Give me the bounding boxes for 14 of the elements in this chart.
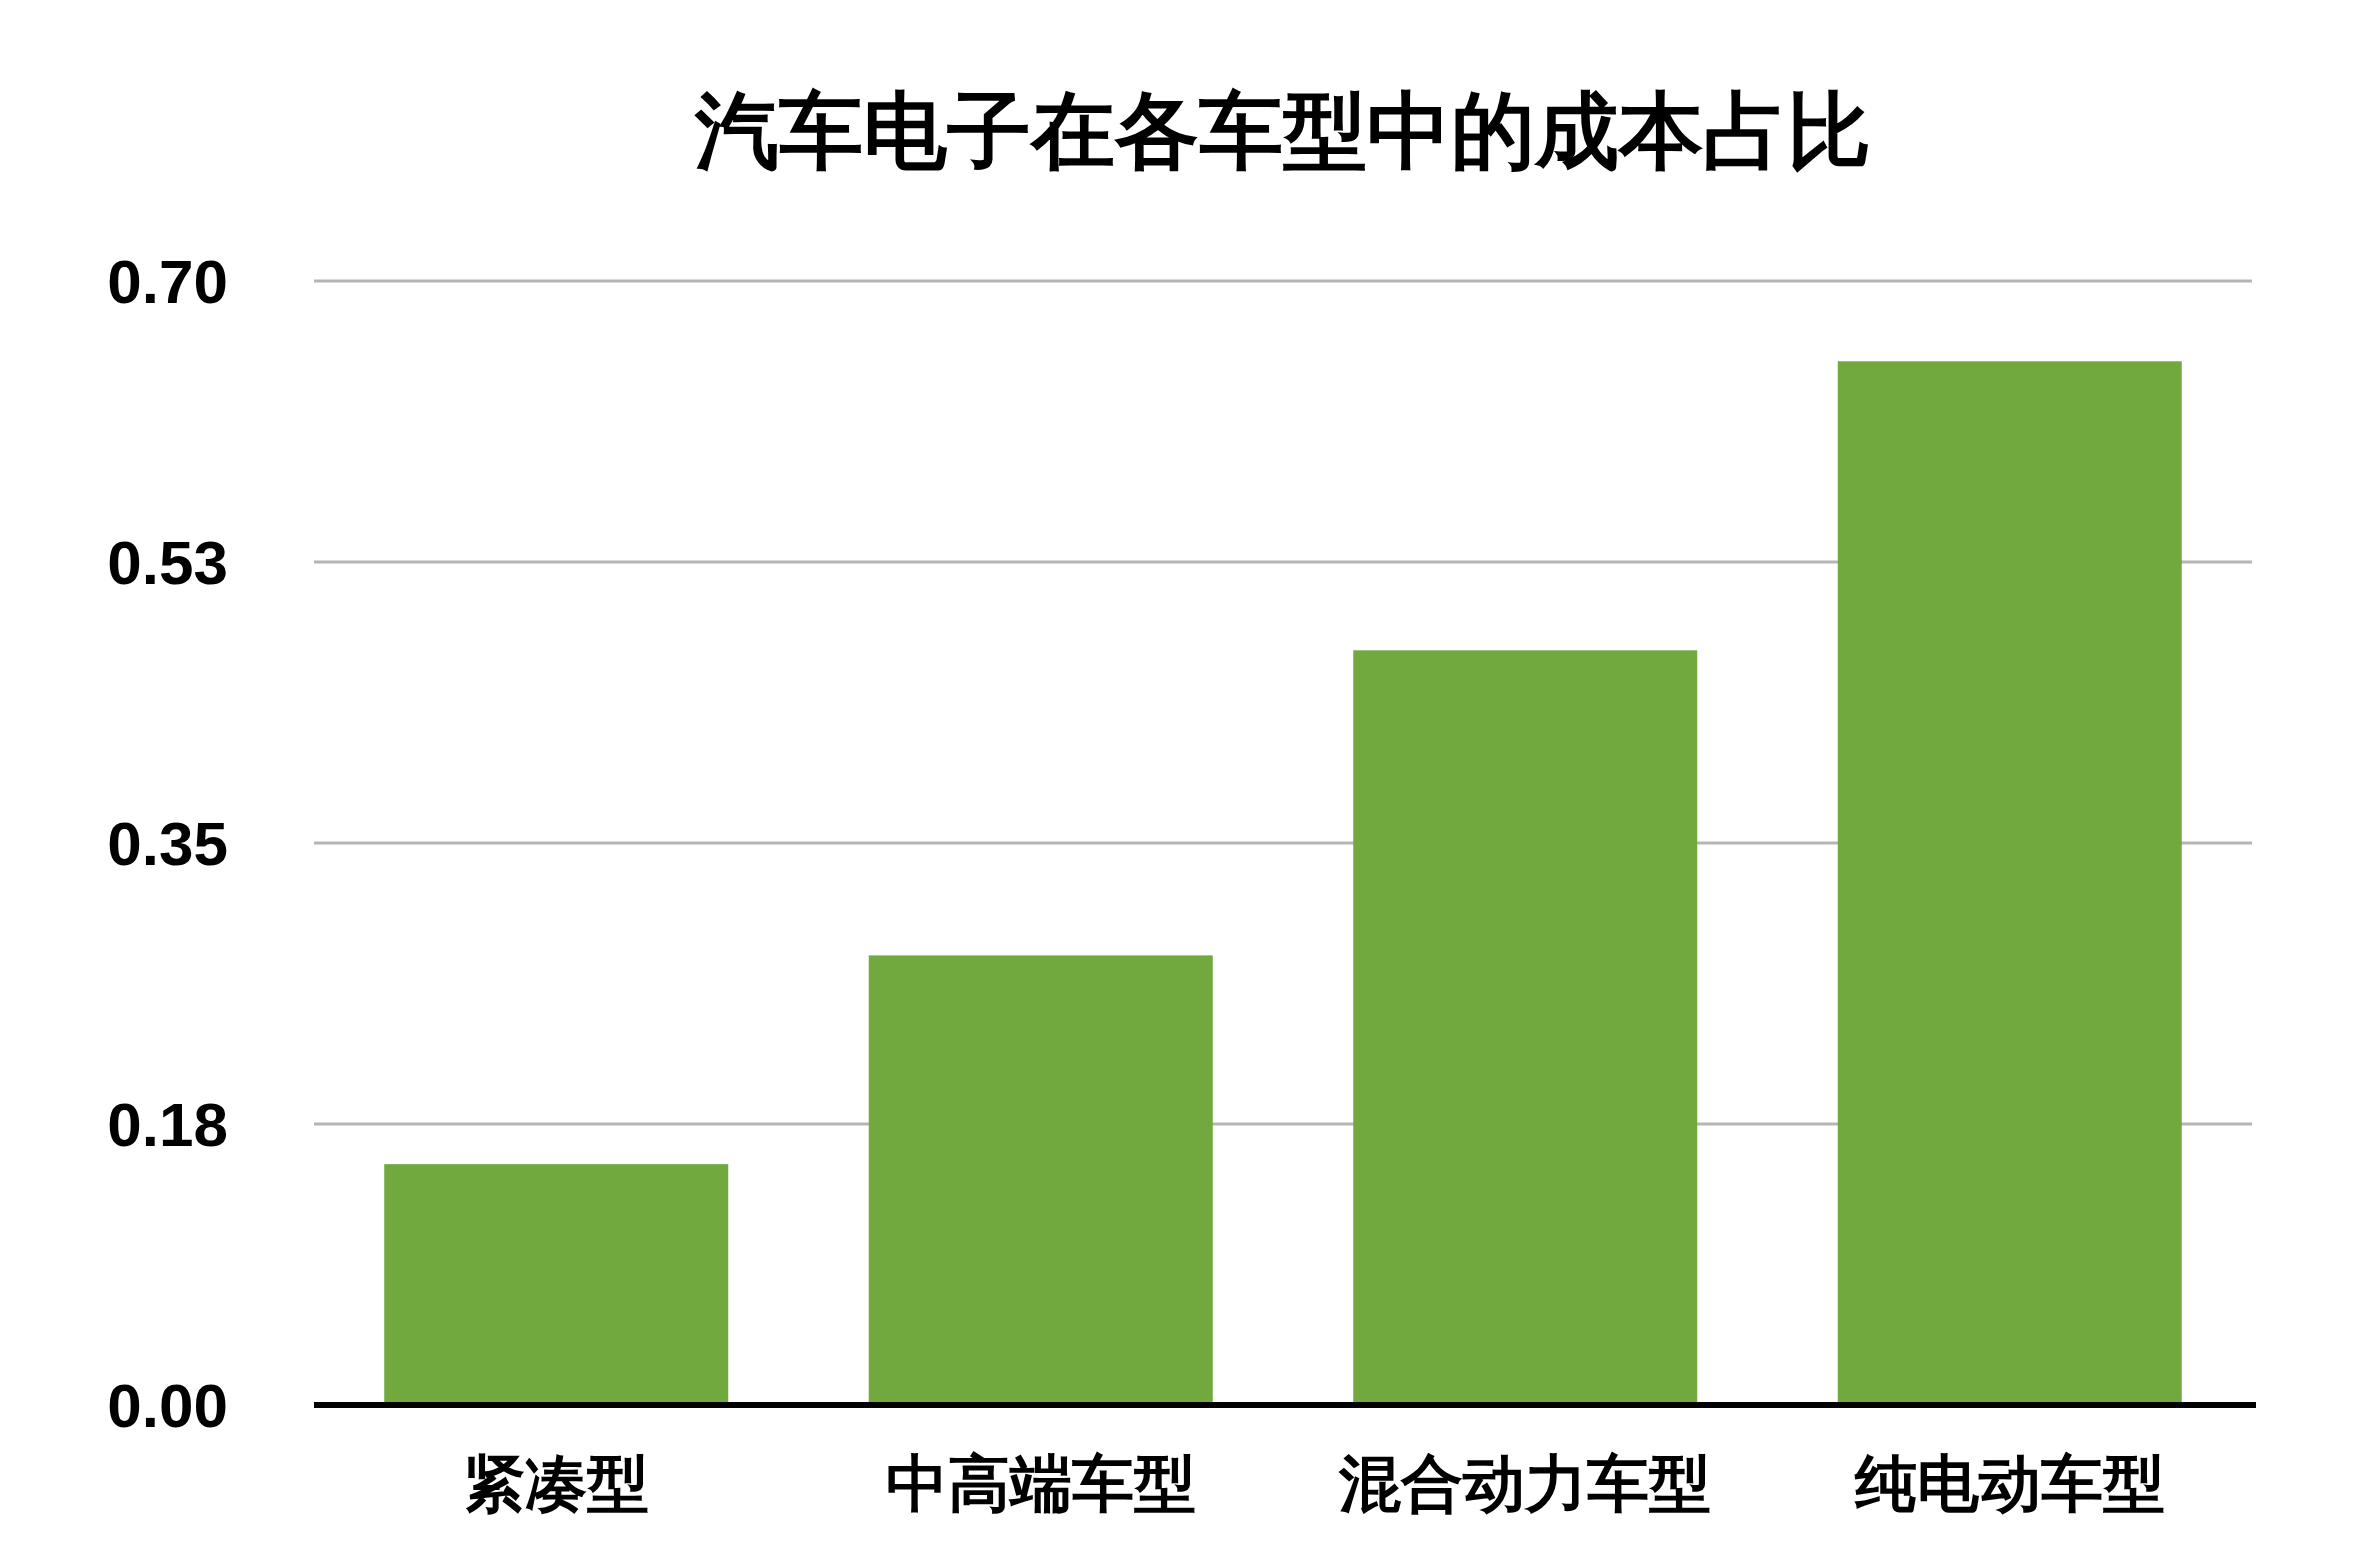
- y-tick-label: 0.18: [107, 1090, 228, 1159]
- x-tick-label: 紧凑型: [463, 1449, 650, 1518]
- bar: [384, 1164, 729, 1405]
- y-tick-label: 0.00: [107, 1371, 228, 1440]
- x-tick-label: 混合动力车型: [1338, 1449, 1712, 1518]
- x-tick-label: 中高端车型: [885, 1449, 1196, 1518]
- y-tick-label: 0.70: [107, 247, 228, 316]
- y-tick-label: 0.35: [107, 809, 228, 878]
- bar: [1837, 361, 2182, 1405]
- chart-title: 汽车电子在各车型中的成本占比: [694, 84, 1871, 178]
- x-tick-label: 纯电动车型: [1853, 1449, 2165, 1518]
- y-tick-label: 0.53: [107, 528, 228, 597]
- bar: [1353, 650, 1698, 1405]
- bar: [868, 955, 1213, 1405]
